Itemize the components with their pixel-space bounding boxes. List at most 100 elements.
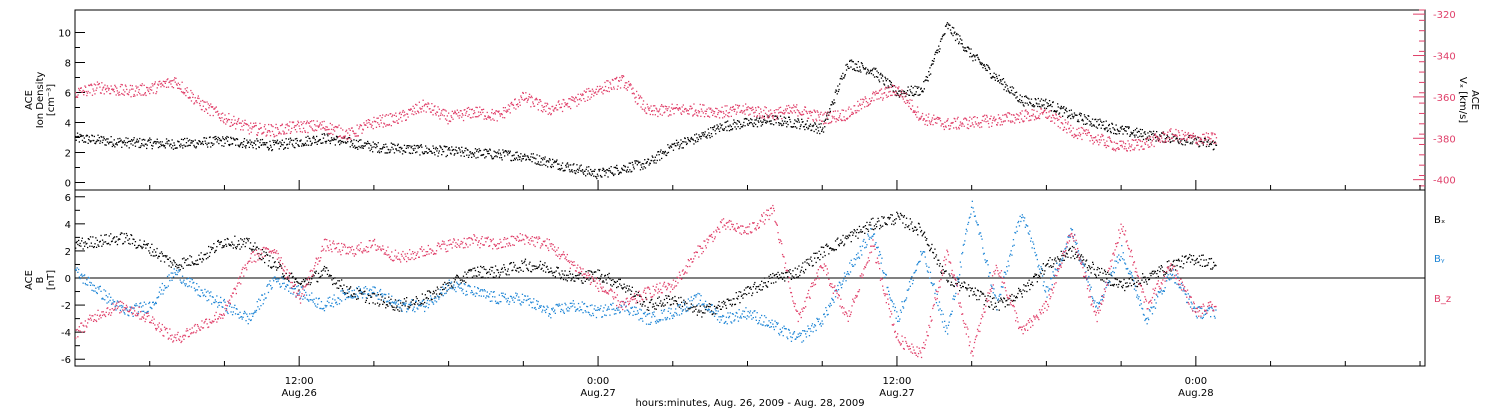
top-series-point bbox=[142, 144, 144, 146]
top-series-point bbox=[1169, 141, 1171, 144]
bottom-series-point bbox=[887, 217, 889, 219]
top-series-point bbox=[981, 119, 983, 122]
top-series-point bbox=[225, 118, 227, 120]
top-series-point bbox=[608, 87, 610, 89]
bottom-series-point bbox=[731, 305, 733, 307]
bottom-series-point bbox=[191, 261, 193, 263]
bottom-series-point bbox=[852, 232, 855, 234]
top-series-point bbox=[293, 126, 295, 129]
bottom-series-point bbox=[358, 290, 360, 292]
top-series-point bbox=[839, 83, 841, 85]
top-series-point bbox=[634, 101, 637, 103]
top-series-point bbox=[667, 115, 670, 117]
top-series-point bbox=[1104, 129, 1106, 131]
bottom-series-point bbox=[943, 272, 945, 274]
bottom-series-point bbox=[979, 290, 982, 293]
top-series-point bbox=[377, 151, 379, 153]
top-series-point bbox=[1052, 114, 1054, 117]
top-series-point bbox=[1098, 144, 1100, 146]
top-series-point bbox=[896, 94, 898, 96]
top-series-point bbox=[552, 109, 554, 111]
top-series-point bbox=[793, 126, 795, 128]
top-series-point bbox=[433, 151, 435, 154]
top-series-point bbox=[773, 124, 775, 126]
top-series-point bbox=[121, 92, 123, 95]
top-series-point bbox=[146, 147, 148, 150]
top-series-point bbox=[200, 100, 202, 102]
top-series-point bbox=[966, 127, 968, 129]
bottom-series-point bbox=[518, 271, 520, 273]
top-series-point bbox=[770, 120, 772, 122]
top-series-point bbox=[407, 116, 409, 118]
bottom-series-point bbox=[877, 217, 879, 220]
top-series-point bbox=[1021, 110, 1023, 112]
bottom-series-point bbox=[657, 297, 659, 299]
top-series-point bbox=[666, 152, 668, 154]
top-y2-tick-label: -360 bbox=[1433, 93, 1456, 104]
top-series-point bbox=[659, 151, 661, 153]
top-series-point bbox=[1190, 141, 1192, 144]
top-series-point bbox=[1172, 134, 1175, 136]
top-series-point bbox=[781, 112, 784, 114]
top-series-point bbox=[112, 89, 114, 91]
bottom-series-point bbox=[364, 301, 367, 303]
top-series-point bbox=[390, 113, 392, 115]
top-series-point bbox=[84, 85, 86, 87]
top-series-point bbox=[1058, 118, 1060, 121]
bottom-series-point bbox=[90, 242, 92, 244]
top-series-point bbox=[917, 94, 919, 96]
top-series-point bbox=[615, 77, 617, 80]
top-series-point bbox=[262, 132, 264, 134]
bottom-series-point bbox=[492, 266, 494, 269]
top-series-point bbox=[187, 140, 189, 142]
bottom-series-point bbox=[353, 293, 355, 295]
bottom-series-point bbox=[162, 255, 164, 257]
top-series-point bbox=[590, 90, 592, 92]
top-series-point bbox=[821, 120, 823, 122]
bottom-series-point bbox=[414, 303, 416, 306]
top-series-point bbox=[352, 146, 354, 148]
top-series-point bbox=[165, 138, 168, 140]
bottom-series-point bbox=[187, 264, 190, 266]
top-series-point bbox=[816, 132, 818, 134]
bottom-series-point bbox=[490, 266, 492, 268]
bottom-series-point bbox=[599, 278, 601, 280]
top-series-point bbox=[565, 104, 567, 106]
top-series-point bbox=[698, 136, 701, 138]
top-series-point bbox=[349, 137, 351, 139]
bottom-series-point bbox=[551, 272, 553, 274]
top-series-point bbox=[692, 139, 694, 141]
bottom-series-point bbox=[985, 299, 987, 302]
top-series-point bbox=[1025, 95, 1027, 97]
bottom-series-point bbox=[848, 234, 850, 236]
top-series-point bbox=[513, 107, 515, 109]
top-series-point bbox=[687, 113, 689, 115]
top-series-point bbox=[382, 126, 384, 128]
top-series-point bbox=[647, 158, 650, 161]
top-series-point bbox=[1147, 146, 1150, 148]
bottom-series-point bbox=[994, 302, 997, 304]
top-series-point bbox=[1075, 114, 1077, 116]
bottom-series-point bbox=[271, 266, 273, 268]
top-series-point bbox=[139, 93, 141, 95]
top-series-point bbox=[528, 159, 531, 161]
top-series-point bbox=[954, 39, 957, 42]
top-series-point bbox=[289, 137, 292, 139]
top-series-point bbox=[1050, 120, 1052, 122]
top-series-point bbox=[977, 125, 979, 127]
top-series-point bbox=[633, 93, 635, 95]
top-series-point bbox=[578, 167, 581, 169]
top-series-point bbox=[1030, 98, 1033, 100]
top-series-point bbox=[170, 83, 172, 85]
bottom-series-point bbox=[107, 243, 109, 245]
top-series-point bbox=[809, 112, 811, 114]
top-series-point bbox=[449, 120, 452, 123]
top-series-point bbox=[437, 106, 439, 108]
top-series-point bbox=[244, 145, 246, 147]
top-series-point bbox=[99, 142, 101, 144]
top-series-point bbox=[811, 129, 813, 131]
bottom-series-point bbox=[447, 282, 449, 284]
bottom-series-point bbox=[930, 247, 932, 249]
top-series-point bbox=[1143, 148, 1145, 150]
top-series-point bbox=[325, 129, 328, 131]
